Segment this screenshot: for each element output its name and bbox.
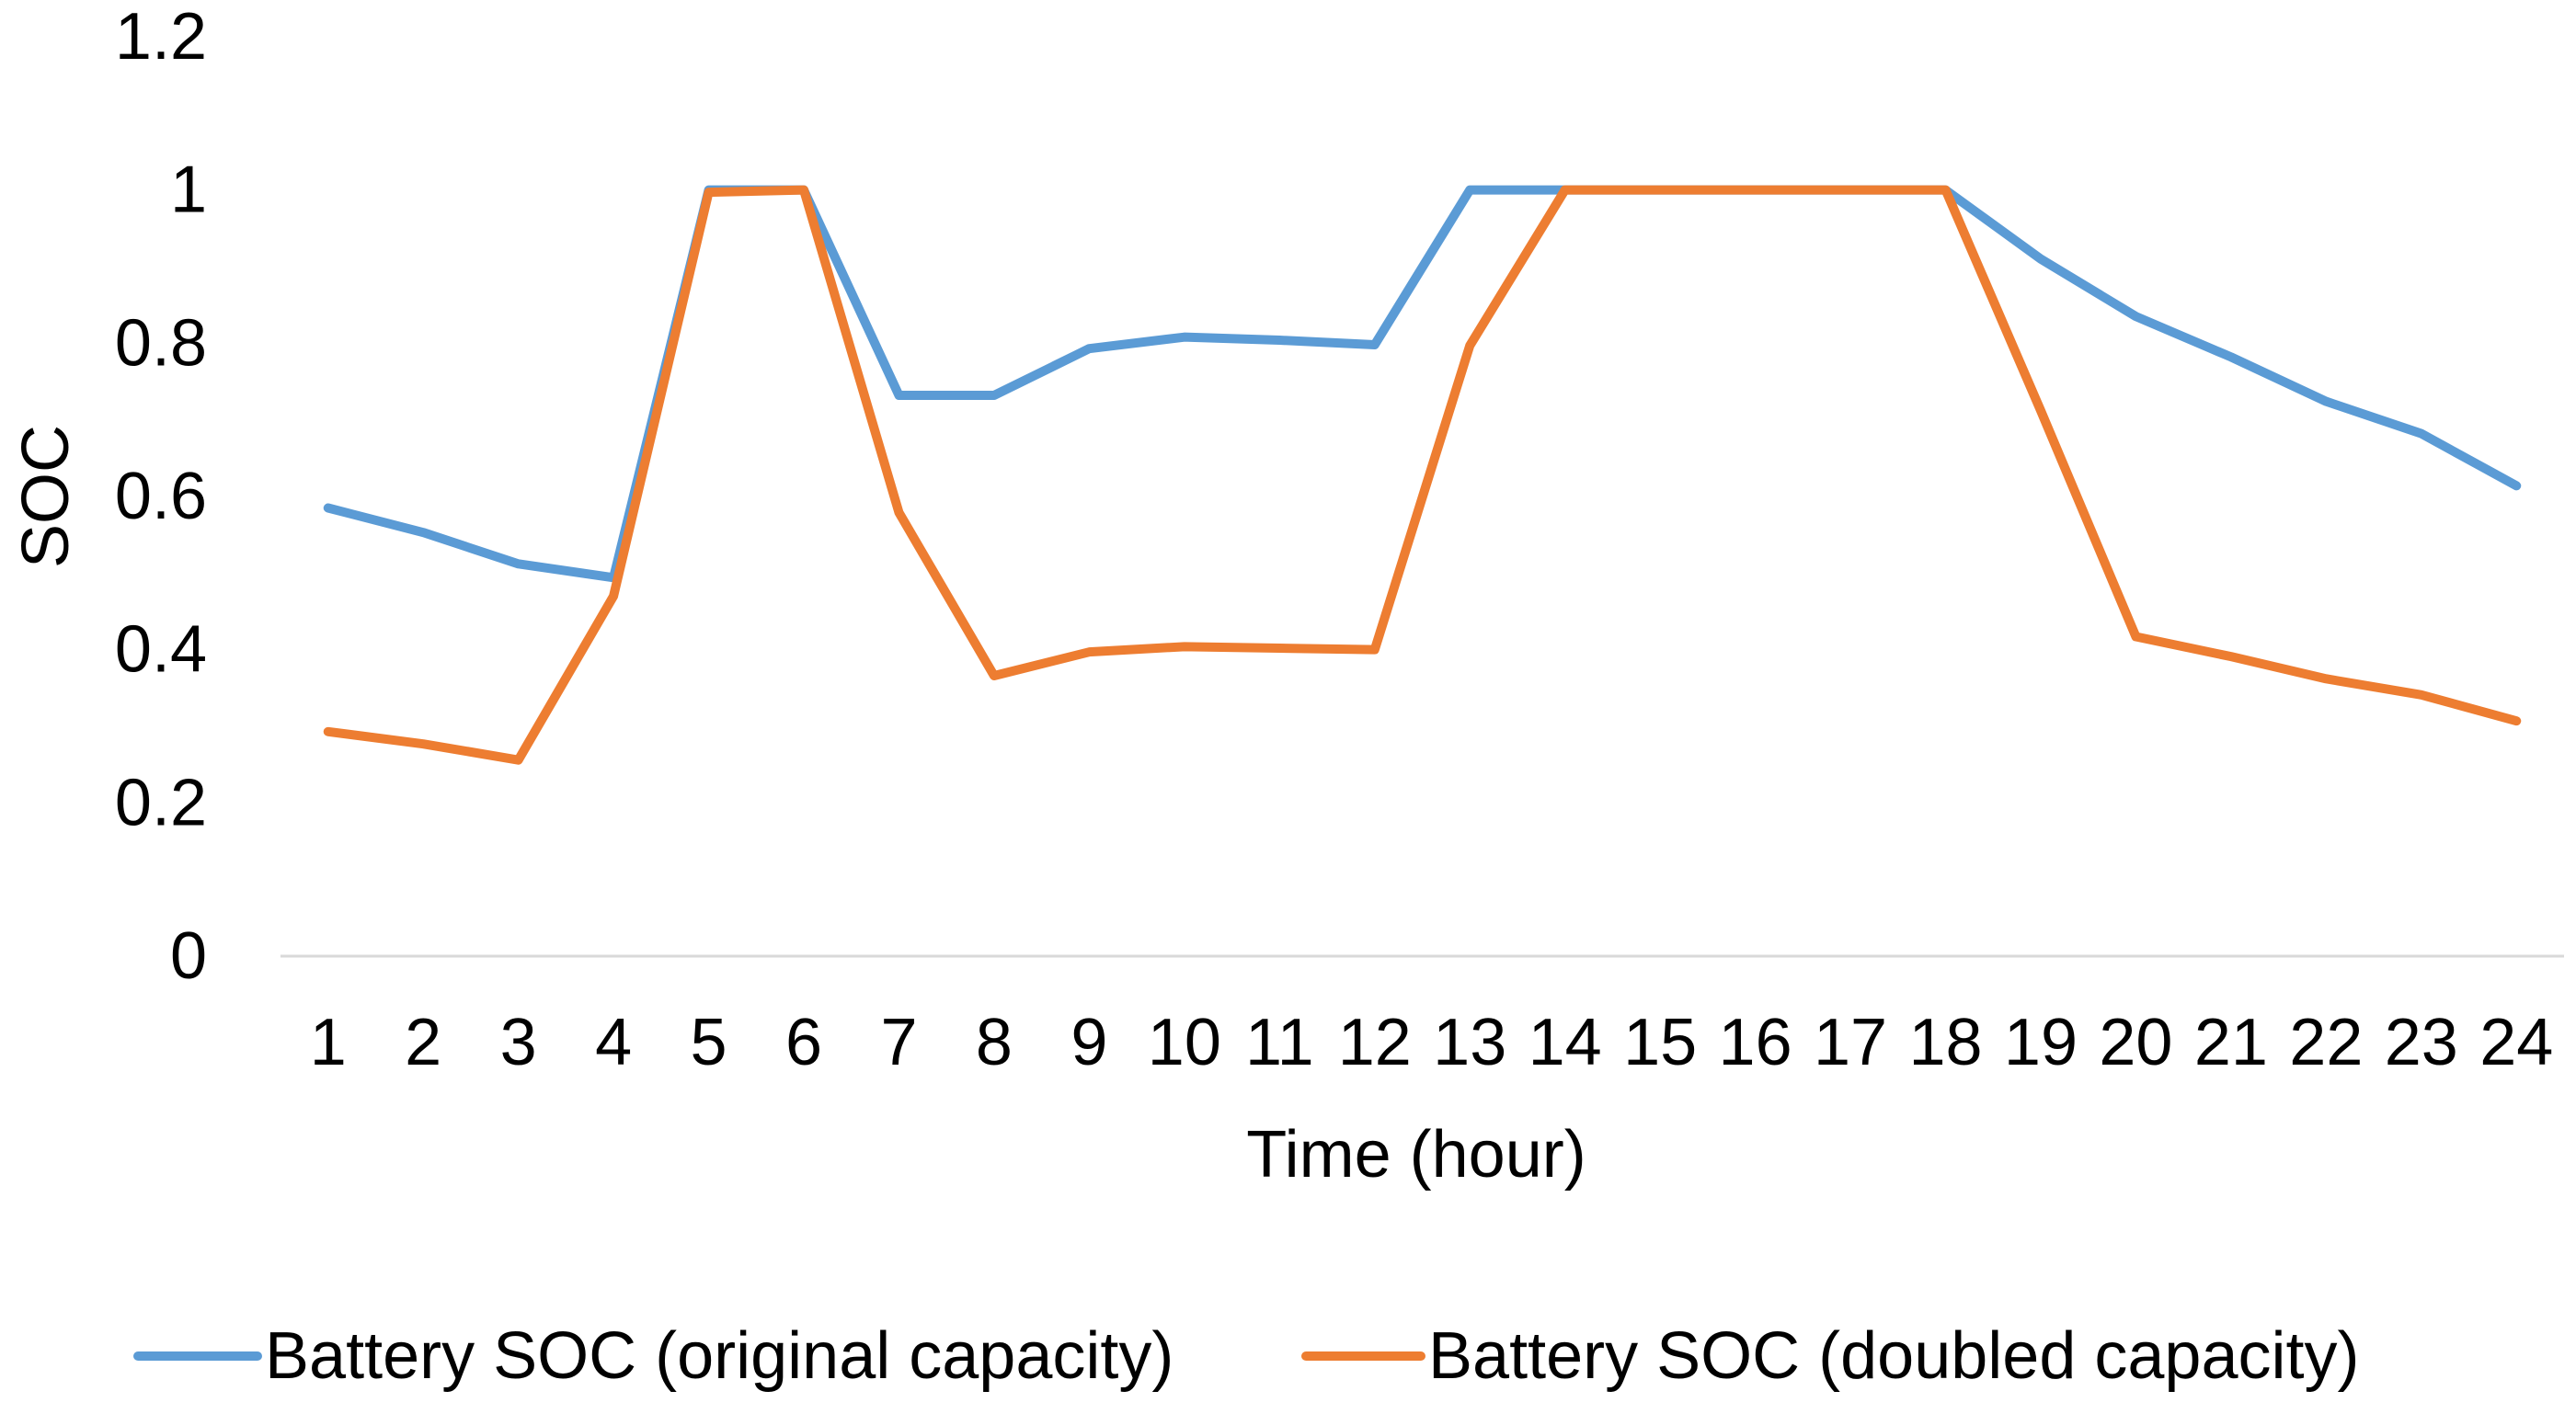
x-tick-label: 21 [2194,1006,2268,1079]
y-tick-label: 0 [170,919,207,993]
series-line-2 [323,185,2522,765]
x-tick-label: 2 [405,1006,441,1079]
x-tick-label: 17 [1814,1006,1887,1079]
x-axis-title: Time (hour) [1246,1118,1586,1192]
y-tick-label: 1 [170,154,207,227]
series-line-1 [323,185,2522,583]
x-tick-label: 3 [500,1006,537,1079]
x-tick-label: 22 [2289,1006,2363,1079]
x-tick-label: 11 [1245,1006,1314,1079]
y-tick-label: 0.4 [115,613,207,687]
legend: Battery SOC (original capacity) Battery S… [133,1319,2359,1393]
x-tick-label: 1 [310,1006,347,1079]
x-tick-label: 5 [691,1006,727,1079]
x-tick-label: 7 [880,1006,917,1079]
x-tick-label: 4 [595,1006,632,1079]
y-axis-title: SOC [9,425,83,568]
y-tick-label: 0.6 [115,460,207,533]
x-tick-label: 18 [1908,1006,1982,1079]
legend-label-2: Battery SOC (doubled capacity) [1428,1319,2359,1393]
x-tick-label: 16 [1719,1006,1792,1079]
x-tick-label: 8 [976,1006,1013,1079]
series-lines [323,185,2522,765]
x-tick-label: 13 [1433,1006,1506,1079]
x-tick-label: 20 [2099,1006,2172,1079]
x-tick-label: 10 [1148,1006,1221,1079]
x-tick-label: 6 [785,1006,822,1079]
y-tick-label: 0.2 [115,766,207,839]
y-tick-label: 1.2 [115,0,207,74]
y-tick-label: 0.8 [115,306,207,380]
x-tick-label: 12 [1338,1006,1412,1079]
y-axis-tick-labels: 0 0.2 0.4 0.6 0.8 1 1.2 [115,0,207,993]
x-tick-label: 23 [2385,1006,2458,1079]
x-tick-label: 9 [1070,1006,1107,1079]
x-tick-label: 24 [2479,1006,2553,1079]
x-tick-label: 15 [1623,1006,1697,1079]
x-axis-tick-labels: 1 2 3 4 5 6 7 8 9 10 11 12 13 14 15 16 17 18 19 20 21 22 23 24 [310,1006,2554,1079]
x-tick-label: 19 [2004,1006,2078,1079]
legend-label-1: Battery SOC (original capacity) [265,1319,1174,1393]
x-tick-label: 14 [1528,1006,1602,1079]
